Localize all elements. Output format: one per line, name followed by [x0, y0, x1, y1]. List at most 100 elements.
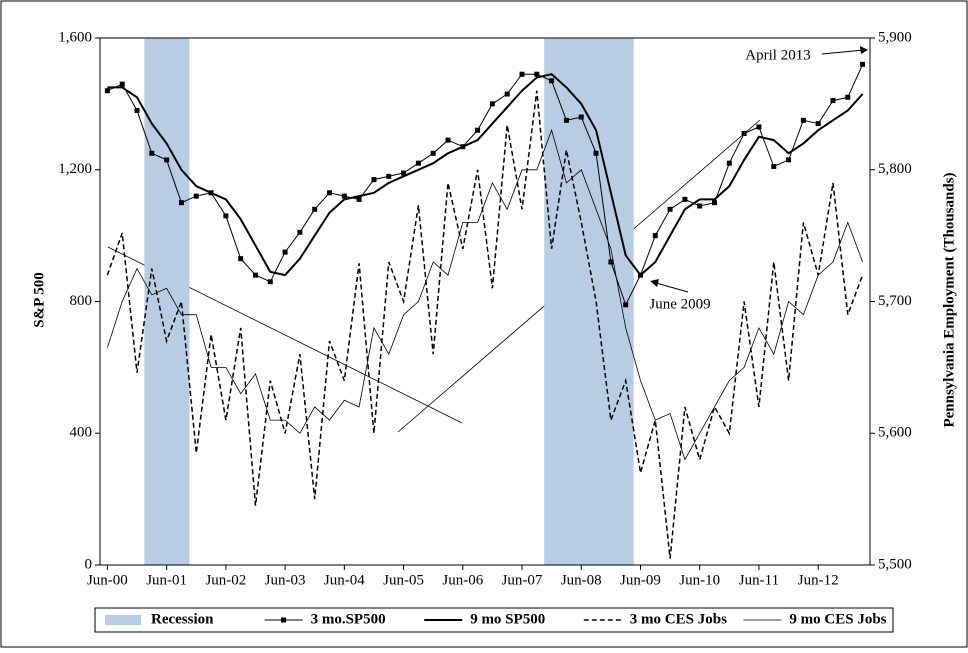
legend-label: 3 mo CES Jobs	[630, 611, 727, 627]
series-line	[107, 128, 863, 461]
x-tick-label: Jun-10	[679, 572, 720, 588]
marker	[430, 150, 436, 156]
marker	[786, 157, 792, 163]
recession-bar	[144, 38, 160, 565]
marker	[327, 190, 333, 196]
marker	[297, 229, 303, 235]
marker	[415, 160, 421, 166]
annotation-arrow	[655, 282, 689, 293]
series-line	[107, 64, 864, 307]
legend-label: 3 mo.SP500	[311, 611, 386, 627]
marker	[830, 98, 836, 104]
marker	[267, 279, 273, 285]
marker	[712, 200, 718, 206]
x-tick-label: Jun-09	[620, 572, 661, 588]
marker	[341, 193, 347, 199]
x-tick-label: Jun-08	[561, 572, 602, 588]
x-tick-label: Jun-01	[146, 572, 187, 588]
y2-tick-label: 5,800	[878, 161, 912, 177]
x-tick-label: Jun-04	[324, 572, 365, 588]
marker	[386, 173, 392, 179]
recession-bar	[603, 38, 619, 565]
marker	[104, 88, 110, 94]
x-tick-label: Jun-03	[265, 572, 306, 588]
legend-label: Recession	[151, 611, 214, 627]
recession-bar	[159, 38, 175, 565]
recession-bar	[559, 38, 575, 565]
legend-swatch	[105, 615, 141, 625]
marker	[726, 160, 732, 166]
x-tick-label: Jun-11	[739, 572, 779, 588]
marker	[282, 249, 288, 255]
y2-tick-label: 5,700	[878, 293, 912, 309]
marker	[238, 256, 244, 262]
marker	[578, 114, 584, 120]
series-line	[107, 73, 864, 277]
marker	[860, 61, 866, 67]
marker	[845, 94, 851, 100]
marker	[489, 101, 495, 107]
marker	[119, 81, 125, 87]
marker	[519, 71, 525, 77]
marker	[800, 117, 806, 123]
marker	[371, 177, 377, 183]
y-tick-label: 1,600	[58, 29, 92, 45]
x-tick-label: Jun-05	[383, 572, 424, 588]
legend-label: 9 mo SP500	[470, 611, 545, 627]
marker	[534, 71, 540, 77]
marker	[356, 196, 362, 202]
x-tick-label: Jun-00	[87, 572, 128, 588]
marker	[549, 78, 555, 84]
recession-bar	[618, 38, 634, 565]
x-tick-label: Jun-07	[502, 572, 543, 588]
y-tick-label: 400	[70, 425, 93, 441]
marker	[608, 259, 614, 265]
marker	[623, 302, 629, 308]
legend-marker	[281, 617, 287, 623]
marker	[445, 137, 451, 143]
marker	[401, 170, 407, 176]
marker	[563, 117, 569, 123]
marker	[756, 124, 762, 130]
marker	[667, 206, 673, 212]
arrowhead	[650, 279, 659, 287]
marker	[312, 206, 318, 212]
marker	[593, 150, 599, 156]
y2-axis-label: Pennsylvania Employment (Thousands)	[941, 172, 957, 427]
marker	[252, 272, 258, 278]
y-tick-label: 1,200	[58, 161, 92, 177]
marker	[178, 200, 184, 206]
marker	[771, 163, 777, 169]
marker	[741, 131, 747, 137]
marker	[682, 196, 688, 202]
recession-bar	[588, 38, 605, 565]
annotation-arrow	[821, 49, 865, 55]
annotation: June 2009	[649, 296, 710, 312]
marker	[193, 193, 199, 199]
x-tick-label: Jun-12	[798, 572, 839, 588]
y-tick-label: 800	[70, 293, 93, 309]
y2-tick-label: 5,600	[878, 425, 912, 441]
x-tick-label: Jun-02	[205, 572, 246, 588]
y2-tick-label: 5,900	[878, 29, 912, 45]
annotation: April 2013	[745, 47, 810, 63]
recession-bar	[544, 38, 560, 565]
marker	[149, 150, 155, 156]
legend-label: 9 mo CES Jobs	[789, 611, 886, 627]
arrowhead	[860, 46, 868, 54]
marker	[134, 107, 140, 113]
y-tick-label: 0	[85, 556, 93, 572]
y-axis-label: S&P 500	[31, 272, 47, 327]
marker	[504, 91, 510, 97]
marker	[815, 121, 821, 127]
y2-tick-label: 5,500	[878, 556, 912, 572]
marker	[475, 127, 481, 133]
legend-box	[94, 607, 894, 633]
series-line	[106, 90, 864, 559]
x-tick-label: Jun-06	[442, 572, 483, 588]
marker	[697, 203, 703, 209]
marker	[652, 233, 658, 239]
recession-bar	[174, 38, 190, 565]
marker	[223, 213, 229, 219]
